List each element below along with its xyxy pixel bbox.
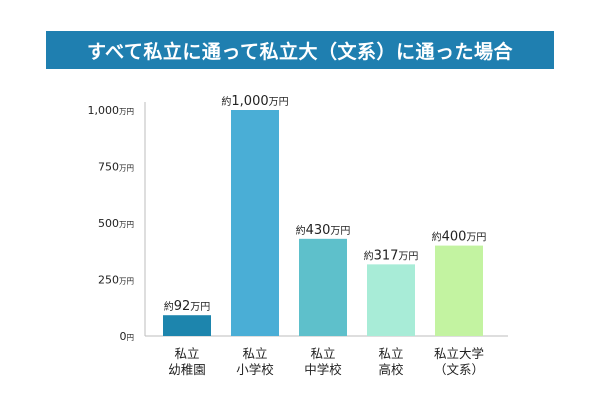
y-tick-unit: 万円 xyxy=(119,107,134,116)
y-tick-label: 0円 xyxy=(120,330,135,343)
data-label-number: 92 xyxy=(174,299,191,314)
y-tick-label: 500万円 xyxy=(98,217,134,230)
x-tick-label: 私立大学 xyxy=(434,346,484,361)
y-tick-number: 0 xyxy=(120,330,127,343)
data-label-prefix: 約 xyxy=(432,231,442,244)
y-tick-label: 250万円 xyxy=(98,274,134,287)
x-tick-label: 高校 xyxy=(378,362,404,377)
page-title: すべて私立に通って私立大（文系）に通った場合 xyxy=(87,40,513,63)
data-label-prefix: 約 xyxy=(164,300,174,313)
y-tick-label: 1,000万円 xyxy=(88,104,135,117)
y-tick-unit: 万円 xyxy=(119,220,134,229)
bar xyxy=(367,264,415,336)
y-tick-number: 750 xyxy=(98,161,119,174)
bar xyxy=(163,315,211,336)
y-tick-number: 1,000 xyxy=(88,104,120,117)
data-label: 約92万円 xyxy=(164,299,211,314)
data-label: 約317万円 xyxy=(364,248,419,263)
y-tick-unit: 万円 xyxy=(119,164,134,173)
y-tick-label: 750万円 xyxy=(98,161,134,174)
data-label-unit: 万円 xyxy=(330,226,350,237)
data-label-unit: 万円 xyxy=(269,97,289,108)
x-tick-label: 私立 xyxy=(174,346,199,361)
y-tick-number: 250 xyxy=(98,274,119,287)
data-label-unit: 万円 xyxy=(190,302,210,313)
x-tick-label: 小学校 xyxy=(236,362,274,377)
x-tick-label: 中学校 xyxy=(304,362,342,377)
title-banner: すべて私立に通って私立大（文系）に通った場合 xyxy=(46,31,554,69)
bar xyxy=(299,238,347,336)
x-tick-label: 幼稚園 xyxy=(168,362,206,377)
x-tick-label: 私立 xyxy=(242,346,267,361)
data-label-number: 430 xyxy=(306,223,331,238)
bar xyxy=(231,110,279,336)
data-label-unit: 万円 xyxy=(398,251,418,262)
data-label: 約400万円 xyxy=(432,230,487,245)
bar xyxy=(435,245,483,336)
x-tick-label: 私立 xyxy=(378,346,403,361)
x-tick-label: 私立 xyxy=(310,346,335,361)
y-tick-unit: 万円 xyxy=(119,277,134,286)
data-label-number: 317 xyxy=(374,248,399,263)
data-label-number: 1,000 xyxy=(231,94,268,109)
y-tick-number: 500 xyxy=(98,217,119,230)
x-tick-label: （文系） xyxy=(434,362,484,377)
data-label-unit: 万円 xyxy=(466,233,486,244)
data-label-prefix: 約 xyxy=(296,224,306,237)
data-label: 約430万円 xyxy=(296,223,351,238)
data-label-number: 400 xyxy=(442,230,467,245)
y-tick-unit: 円 xyxy=(127,333,135,342)
data-label: 約1,000万円 xyxy=(221,94,288,109)
data-label-prefix: 約 xyxy=(221,95,231,108)
data-label-prefix: 約 xyxy=(364,249,374,262)
